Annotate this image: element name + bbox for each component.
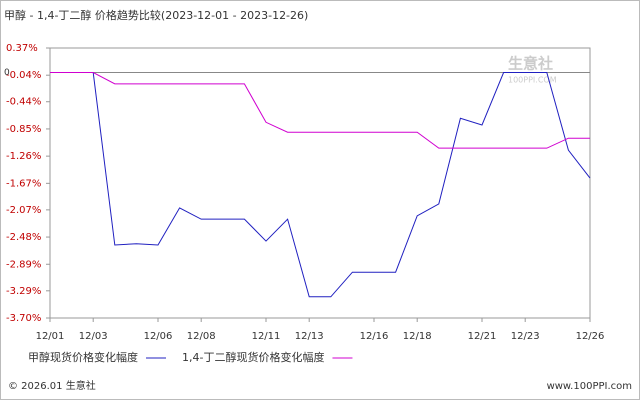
x-tick-label: 12/18 (403, 331, 432, 342)
legend-label: 1,4-丁二醇现货价格变化幅度 (182, 350, 324, 364)
x-tick-label: 12/16 (360, 331, 389, 342)
x-tick-label: 12/01 (36, 331, 65, 342)
x-tick-label: 12/11 (252, 331, 281, 342)
footer-left: © 2026.01 生意社 (8, 379, 96, 392)
y-tick-label: -3.29% (6, 286, 41, 297)
x-tick-label: 12/08 (187, 331, 216, 342)
x-tick-label: 12/06 (144, 331, 173, 342)
footer-right: www.100PPI.com (547, 381, 632, 392)
y-tick-label: -2.07% (6, 205, 41, 216)
y-tick-label: -1.26% (6, 151, 41, 162)
x-tick-label: 12/26 (576, 331, 605, 342)
zero-label: 0 (4, 68, 10, 78)
legend-label: 甲醇现货价格变化幅度 (28, 350, 138, 364)
y-tick-label: -0.44% (6, 97, 41, 108)
y-tick-label: -2.89% (6, 259, 41, 270)
x-tick-label: 12/23 (511, 331, 540, 342)
y-tick-label: 0.37% (6, 43, 38, 54)
watermark-sub: 100PPI.COM (508, 76, 557, 85)
series-line (50, 72, 590, 149)
x-tick-label: 12/21 (468, 331, 497, 342)
x-tick-label: 12/13 (295, 331, 324, 342)
y-tick-label: -0.04% (6, 70, 41, 81)
y-tick-label: -3.70% (6, 313, 41, 324)
y-tick-label: -1.67% (6, 178, 41, 189)
series-line (50, 72, 591, 298)
y-tick-label: -0.85% (6, 124, 41, 135)
x-tick-label: 12/03 (79, 331, 108, 342)
watermark: 生意社 (508, 55, 553, 73)
y-tick-label: -2.48% (6, 232, 41, 243)
chart-title: 甲醇 - 1,4-丁二醇 价格趋势比较(2023-12-01 - 2023-12… (4, 8, 308, 22)
